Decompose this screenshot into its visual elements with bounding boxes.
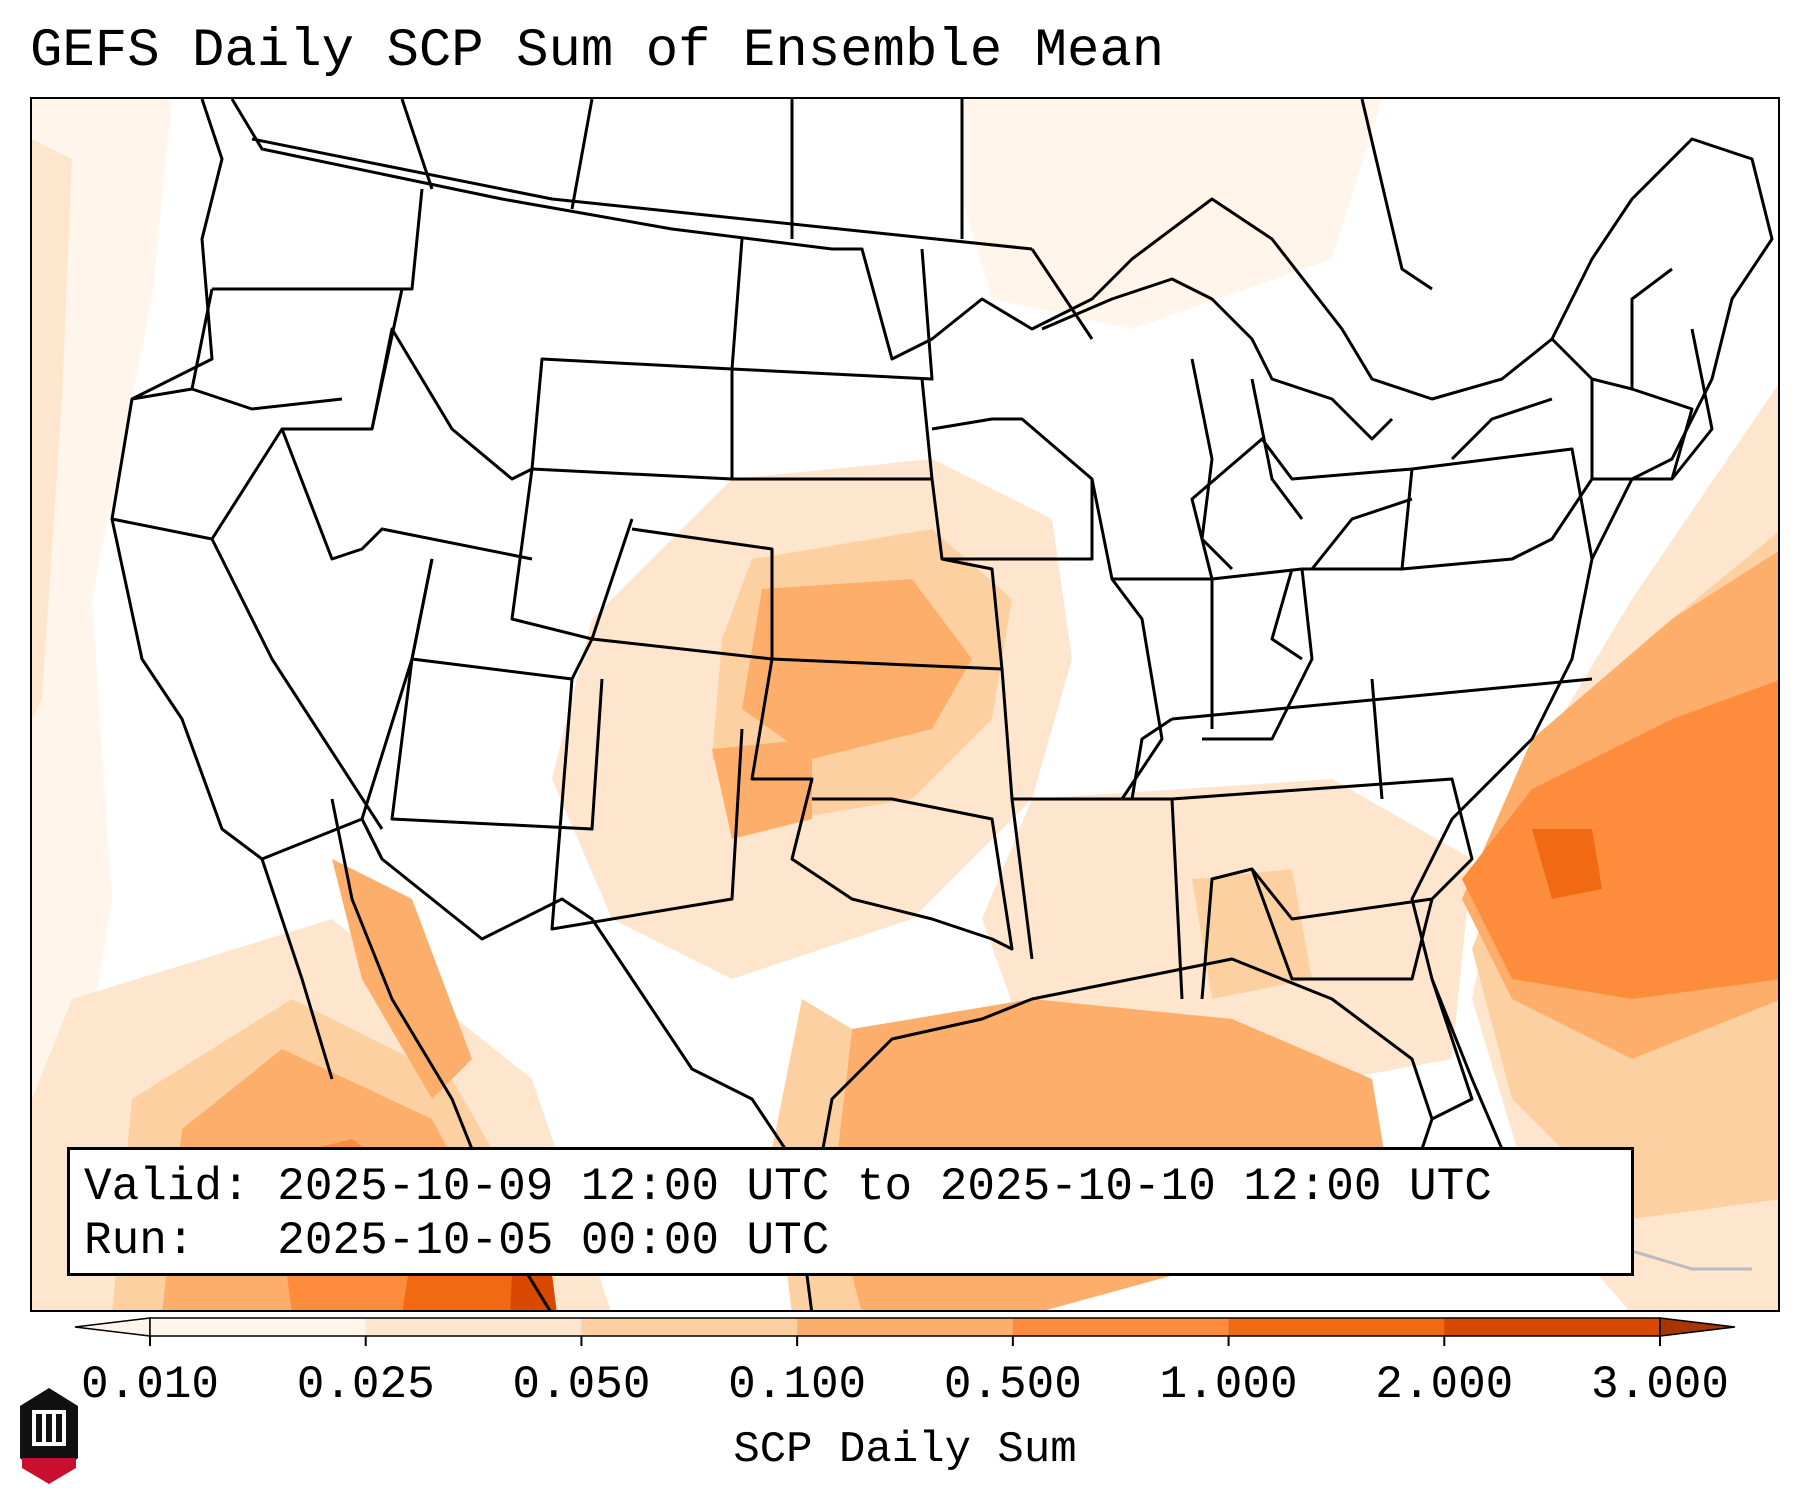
colorbar-segment	[797, 1318, 1014, 1336]
valid-row: Valid: 2025-10-09 12:00 UTC to 2025-10-1…	[84, 1160, 1617, 1214]
shade-north-faint	[962, 99, 1382, 329]
niu-logo	[20, 1388, 78, 1484]
great-lakes	[1041, 277, 1553, 571]
colorbar-segment	[150, 1318, 367, 1336]
run-row: Run: 2025-10-05 00:00 UTC	[84, 1214, 1617, 1268]
colorbar-segment	[581, 1318, 798, 1336]
colorbar-tick-label: 0.050	[512, 1359, 651, 1411]
shade-pacific-light	[32, 139, 72, 719]
plains-states	[730, 238, 1173, 960]
canada-border	[251, 137, 1094, 340]
colorbar-segment	[1012, 1318, 1230, 1336]
shade-atlantic-peak	[1532, 829, 1602, 899]
shade-atlantic-strong	[1462, 680, 1778, 999]
colorbar-tick-label: 0.100	[728, 1359, 867, 1411]
colorbar-segment	[1444, 1318, 1661, 1336]
midwest-states	[1090, 437, 1594, 800]
run-value: 2025-10-05 00:00 UTC	[277, 1215, 830, 1267]
colorbar-segment	[1228, 1318, 1445, 1336]
shade-plains-mid	[742, 579, 972, 759]
boundary-lines	[110, 99, 1774, 1310]
colorbar-segments	[74, 1317, 1736, 1346]
map-title: GEFS Daily SCP Sum of Ensemble Mean	[30, 21, 1165, 82]
validity-info-box: Valid: 2025-10-09 12:00 UTC to 2025-10-1…	[67, 1147, 1634, 1276]
run-label: Run:	[84, 1215, 195, 1267]
shade-pacific-faint	[32, 99, 172, 1199]
west-states	[111, 288, 533, 830]
colorbar-segment	[365, 1318, 582, 1336]
colorbar-outline	[149, 1317, 1661, 1337]
wa-or	[131, 188, 424, 411]
colorbar-tick-label: 0.025	[296, 1359, 435, 1411]
colorbar	[74, 1317, 1736, 1346]
colorbar-extend-high	[1659, 1317, 1736, 1337]
valid-label: Valid:	[84, 1161, 250, 1213]
colorbar-extend-low	[74, 1317, 151, 1337]
colorbar-tick-label: 3.000	[1590, 1359, 1730, 1411]
colorbar-tick-label: 1.000	[1159, 1359, 1298, 1411]
shade-alabama-light	[1192, 869, 1312, 999]
colorbar-label: SCP Daily Sum	[733, 1425, 1077, 1475]
shade-west-mexico	[332, 859, 472, 1099]
colorbar-tick-label: 0.500	[943, 1359, 1082, 1411]
valid-value: 2025-10-09 12:00 UTC to 2025-10-10 12:00…	[277, 1161, 1492, 1213]
colorbar-tick-label: 0.010	[80, 1359, 220, 1411]
mexico-outline	[260, 798, 813, 1310]
canada-lines	[400, 99, 1433, 291]
northeast-states	[1511, 267, 1714, 561]
colorbar-tick-label: 2.000	[1375, 1359, 1514, 1411]
southern-states	[1132, 568, 1593, 1000]
